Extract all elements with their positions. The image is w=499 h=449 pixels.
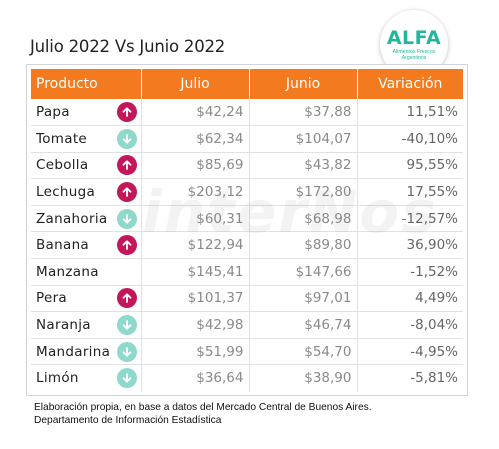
arrow-up-icon xyxy=(116,102,137,123)
cell-junio: $147,66 xyxy=(249,258,358,286)
table-row: Mandarina $51,99 $54,70 -4,95% xyxy=(31,338,463,366)
cell-producto: Cebolla xyxy=(31,152,142,180)
source-line-2: Departamento de Información Estadística xyxy=(34,414,222,426)
cell-producto: Zanahoria xyxy=(31,205,142,233)
header-julio: Julio xyxy=(141,69,250,99)
cell-julio: $60,31 xyxy=(141,205,250,233)
source-note: Elaboración propia, en base a datos del … xyxy=(34,402,372,427)
arrow-up-icon xyxy=(116,288,137,309)
cell-julio: $85,69 xyxy=(141,152,250,180)
product-name: Mandarina xyxy=(36,343,111,360)
cell-producto: Banana xyxy=(31,231,142,260)
cell-producto: Limón xyxy=(31,364,142,392)
cell-variacion: 4,49% xyxy=(357,285,463,313)
cell-junio: $104,07 xyxy=(249,125,358,153)
product-name: Naranja xyxy=(36,317,91,334)
arrow-down-icon xyxy=(116,341,137,362)
arrow-down-icon xyxy=(116,315,137,336)
cell-junio: $37,88 xyxy=(249,99,358,127)
table-row: Naranja $42,98 $46,74 -8,04% xyxy=(31,311,463,339)
product-name: Papa xyxy=(36,104,70,121)
price-table: Producto Julio Junio Variación Papa $42,2… xyxy=(31,69,463,392)
arrow-up-icon xyxy=(116,182,137,203)
cell-junio: $43,82 xyxy=(249,152,358,180)
cell-variacion: -8,04% xyxy=(357,311,463,339)
product-name: Tomate xyxy=(36,130,88,147)
cell-variacion: 11,51% xyxy=(357,99,463,127)
cell-junio: $68,98 xyxy=(249,205,358,233)
table-row: Papa $42,24 $37,88 11,51% xyxy=(31,99,463,127)
product-name: Lechuga xyxy=(36,184,96,201)
cell-variacion: -5,81% xyxy=(410,370,458,387)
cell-junio: $54,70 xyxy=(249,338,358,366)
table-header-row: Producto Julio Junio Variación xyxy=(31,69,463,99)
table-row: Limón $36,64 $38,90 -5,81% xyxy=(31,364,463,392)
arrow-up-icon xyxy=(116,235,137,256)
arrow-up-icon xyxy=(116,155,137,176)
cell-producto: Manzana xyxy=(31,258,142,286)
table-row: Lechuga $203,12 $172,80 17,55% xyxy=(31,178,463,206)
cell-julio: $203,12 xyxy=(141,178,250,206)
page-title: Julio 2022 Vs Junio 2022 xyxy=(30,37,226,56)
cell-variacion: -40,10% xyxy=(357,125,463,153)
table-row: Zanahoria $60,31 $68,98 -12,57% xyxy=(31,205,463,233)
cell-producto: Papa xyxy=(31,99,142,127)
cell-junio: $89,80 xyxy=(249,231,358,260)
arrow-down-icon xyxy=(116,208,137,229)
cell-junio: $172,80 xyxy=(249,178,358,206)
header-junio: Junio xyxy=(249,69,358,99)
logo-wordmark: ALFA xyxy=(386,27,442,49)
product-name: Manzana xyxy=(36,263,99,280)
cell-junio: $46,74 xyxy=(249,311,358,339)
cell-julio: $42,24 xyxy=(141,99,250,127)
header-producto: Producto xyxy=(31,69,142,99)
cell-producto: Mandarina xyxy=(31,338,142,366)
product-name: Pera xyxy=(36,290,67,307)
cell-variacion: 17,55% xyxy=(357,178,463,206)
logo-subtitle: Alimentos Frescos Argentinos xyxy=(392,49,436,61)
table-row: Cebolla $85,69 $43,82 95,55% xyxy=(31,152,463,180)
cell-julio: $101,37 xyxy=(141,285,250,313)
cell-producto: Pera xyxy=(31,285,142,313)
cell-julio: $36,64 xyxy=(141,364,250,392)
product-name: Cebolla xyxy=(36,157,89,174)
cell-producto: Naranja xyxy=(31,311,142,339)
cell-variacion: 36,90% xyxy=(357,231,463,260)
product-name: Limón xyxy=(36,370,79,387)
cell-variacion: 95,55% xyxy=(357,152,463,180)
header-variacion: Variación xyxy=(357,69,463,99)
cell-variacion: -1,52% xyxy=(357,258,463,286)
cell-producto: Lechuga xyxy=(31,178,142,206)
table-row: Tomate $62,34 $104,07 -40,10% xyxy=(31,125,463,153)
cell-julio: $62,34 xyxy=(141,125,250,153)
cell-junio: $38,90 xyxy=(249,364,358,392)
table-row: Pera $101,37 $97,01 4,49% xyxy=(31,285,463,313)
source-line-1: Elaboración propia, en base a datos del … xyxy=(34,402,372,413)
product-name: Banana xyxy=(36,237,89,254)
cell-junio: $97,01 xyxy=(249,285,358,313)
cell-julio: $122,94 xyxy=(141,231,250,260)
cell-variacion: -12,57% xyxy=(357,205,463,233)
cell-producto: Tomate xyxy=(31,125,142,153)
cell-julio: $42,98 xyxy=(141,311,250,339)
cell-julio: $51,99 xyxy=(141,338,250,366)
arrow-down-icon xyxy=(116,368,137,389)
product-name: Zanahoria xyxy=(36,210,108,227)
table-row: Manzana $145,41 $147,66 -1,52% xyxy=(31,258,463,286)
cell-variacion: -4,95% xyxy=(357,338,463,366)
table-row: Banana $122,94 $89,80 36,90% xyxy=(31,231,463,260)
cell-julio: $145,41 xyxy=(141,258,250,286)
arrow-down-icon xyxy=(116,128,137,149)
